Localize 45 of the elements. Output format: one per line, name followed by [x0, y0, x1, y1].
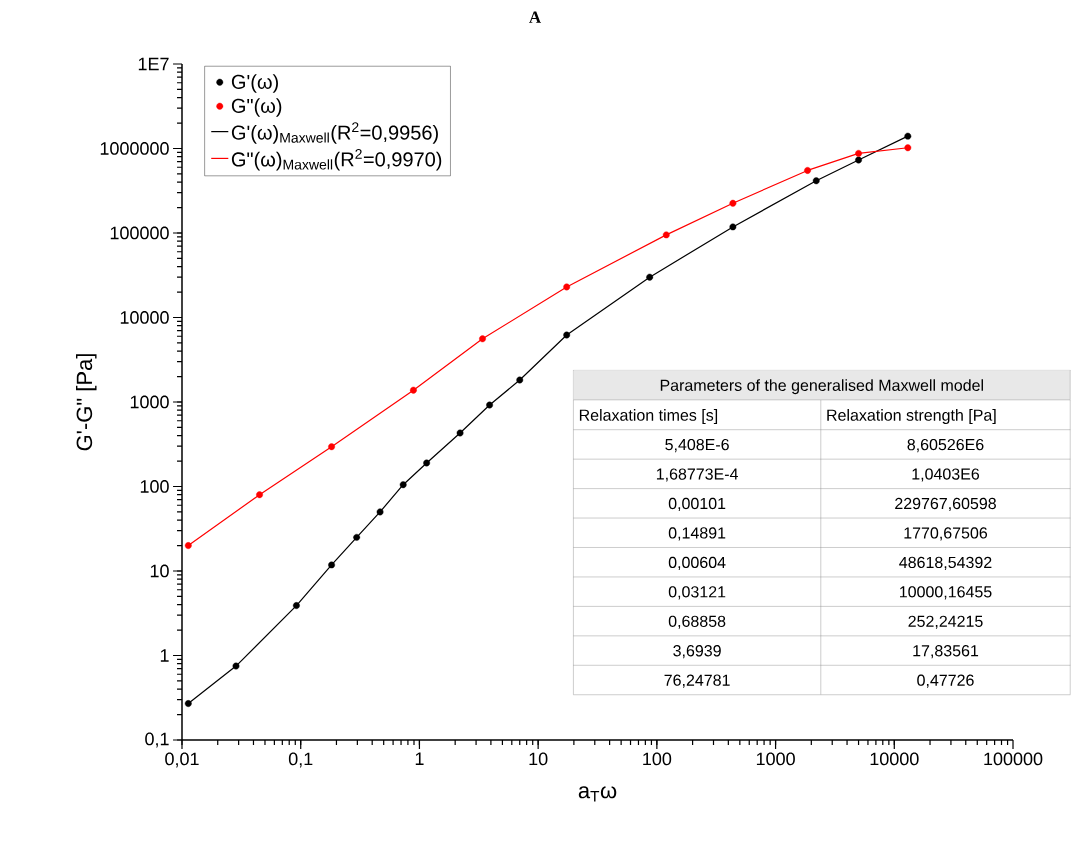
annotation: 0,00604	[668, 556, 726, 570]
annotation: 1,0403E6	[912, 468, 980, 482]
x-tick-label: 10000	[870, 752, 919, 766]
annotation: Relaxation strength [Pa]	[827, 409, 996, 424]
x-tick-label: 0,01	[165, 752, 199, 768]
annotation: 229767,60598	[895, 497, 996, 512]
y-tick-label: 100000	[110, 226, 169, 240]
annotation: 0,68858	[668, 615, 726, 629]
x-tick-label: 100000	[984, 752, 1043, 766]
x-axis-title: a$_{T}$ω	[578, 786, 617, 802]
y-tick-label: 10000	[120, 311, 169, 324]
annotation: 1770,67506	[904, 527, 988, 541]
chart-title: A	[529, 11, 542, 23]
annotation: 252,24215	[908, 615, 983, 629]
y-tick-label: 1E7	[138, 57, 169, 71]
legend-label: G'(ω)	[231, 74, 278, 93]
y-tick-label: 1	[160, 649, 169, 662]
annotation: 1,68773E-4	[656, 468, 738, 482]
x-tick-label: 1	[415, 752, 424, 765]
legend-label: G"(ω)$_{Maxwell}$(R$^{2}$=0,9970)	[231, 149, 442, 171]
x-tick-label: 0,1	[288, 752, 313, 768]
annotation: 48618,54392	[899, 556, 992, 570]
annotation: 5,408E-6	[665, 438, 729, 453]
y-tick-label: 0,1	[145, 732, 169, 748]
annotation: 8,60526E6	[907, 438, 984, 453]
legend-label: G'(ω)$_{Maxwell}$(R$^{2}$=0,9956)	[231, 122, 438, 144]
x-tick-label: 10	[529, 752, 548, 766]
x-tick-label: 100	[643, 752, 672, 766]
annotation: 17,83561	[913, 645, 979, 659]
y-tick-label: 1000000	[100, 142, 169, 155]
annotation: Parameters of the generalised Maxwell model	[660, 379, 983, 395]
annotation: 3,6939	[673, 645, 721, 659]
annotation: 0,47726	[917, 674, 974, 688]
legend-label: G"(ω)	[231, 98, 282, 117]
y-tick-label: 1000	[130, 395, 169, 409]
annotation: 0,03121	[668, 586, 726, 600]
y-axis-title: G'-G" [Pa]	[76, 354, 97, 451]
annotation: 10000,16455	[900, 586, 992, 600]
annotation: 76,24781	[664, 674, 730, 688]
y-tick-label: 10	[150, 564, 169, 578]
y-tick-label: 100	[140, 480, 169, 493]
x-tick-label: 1000	[756, 752, 795, 766]
annotation: 0,00101	[668, 497, 726, 512]
annotation: Relaxation times [s]	[579, 409, 718, 424]
annotation: 0,14891	[668, 527, 726, 541]
